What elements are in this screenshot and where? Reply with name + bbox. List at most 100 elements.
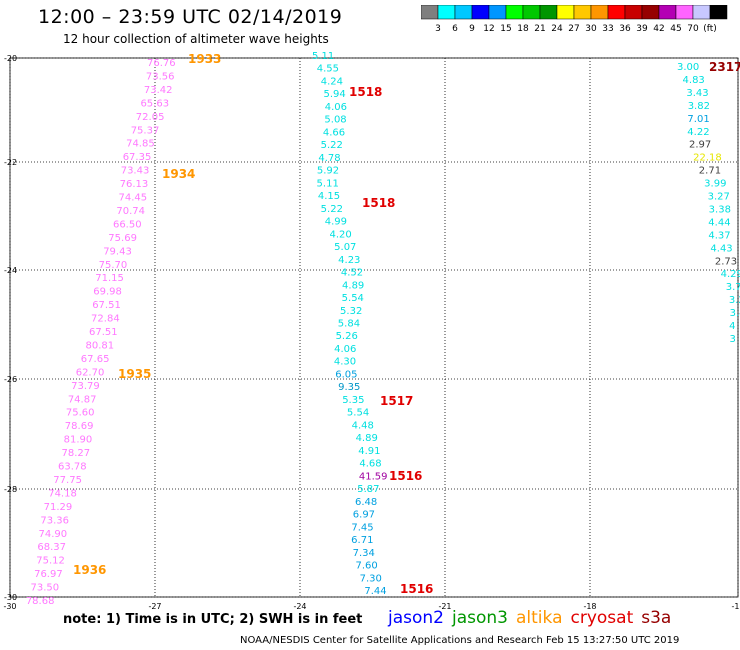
lon-tick-label: -18 [583, 602, 596, 611]
color-tick-label: 6 [452, 24, 458, 33]
wave-height-label: 2.73 [715, 256, 737, 267]
wave-height-label: 3.99 [704, 179, 726, 190]
wave-height-label: 4.83 [683, 75, 705, 86]
wave-height-label: 4.06 [325, 102, 347, 113]
wave-height-label: 74.90 [38, 529, 67, 540]
wave-height-label: 4 [729, 321, 735, 332]
wave-height-label: 68.37 [37, 542, 66, 553]
wave-height-label: 4.78 [318, 153, 340, 164]
wave-height-label: 71.15 [95, 273, 124, 284]
wave-height-label: 78.27 [62, 448, 91, 459]
wave-height-label: 3 [729, 334, 735, 345]
wave-height-label: 5.35 [342, 395, 364, 406]
wave-height-label: 4.68 [359, 459, 381, 470]
wave-height-label: 4.37 [708, 230, 730, 241]
wave-height-label: 4.66 [323, 127, 345, 138]
color-tick-label: 15 [500, 24, 511, 33]
wave-height-label: 78.68 [26, 596, 55, 607]
page-subtitle: 12 hour collection of altimeter wave hei… [63, 32, 329, 46]
page-title: 12:00 – 23:59 UTC 02/14/2019 [38, 6, 343, 28]
lat-tick-label: -22 [4, 158, 17, 167]
color-tick-label: 42 [653, 24, 664, 33]
wave-height-label: 4.55 [317, 64, 339, 75]
legend-entry-jason2: jason2 [388, 608, 444, 628]
wave-height-label: 74.18 [48, 488, 77, 499]
legend-entry-cryosat: cryosat [570, 608, 634, 628]
wave-height-label: 69.98 [93, 287, 122, 298]
wave-height-label: 4.30 [334, 357, 356, 368]
wave-height-label: 72.84 [91, 314, 120, 325]
wave-height-label: 6.97 [353, 510, 375, 521]
wave-height-label: 77.75 [53, 475, 82, 486]
wave-height-label: 5.11 [317, 178, 339, 189]
wave-height-label: 67.51 [89, 327, 118, 338]
wave-height-label: 74.85 [126, 139, 155, 150]
wave-height-label: 2.97 [689, 140, 711, 151]
track-cryosat: 5.11 4.554.24 5.94 4.06 5.084.66 5.22 4.78 5.92… [312, 51, 433, 597]
wave-height-label: 4.99 [325, 217, 347, 228]
wave-height-label: 3.82 [688, 101, 710, 112]
wave-height-label: 6.71 [351, 535, 373, 546]
wave-height-label: 3.4 [730, 308, 740, 319]
pass-time-label: 1518 [362, 196, 395, 210]
wave-height-label: 5.54 [342, 293, 364, 304]
satellite-legend: jason2 jason3 altika cryosat s3a [388, 608, 679, 628]
wave-height-label: 4.89 [356, 433, 378, 444]
units-note: note: 1) Time is in UTC; 2) SWH is in fe… [63, 612, 363, 627]
wave-height-label: 63.78 [58, 462, 87, 473]
color-tick-label: 21 [534, 24, 545, 33]
wave-height-label: 4.43 [710, 243, 732, 254]
wave-height-label: 4.44 [708, 217, 730, 228]
wave-height-label: 5.11 [312, 51, 334, 62]
color-scale-bar: 3 6 9 12 15 18 21 24 27 30 33 36 39 42 45 70 (ft) [421, 5, 728, 33]
pass-time-label: 1934 [162, 167, 195, 181]
wave-height-label: 3.27 [708, 192, 730, 203]
wave-height-label: 7.45 [351, 522, 373, 533]
color-tick-label: 39 [636, 24, 648, 33]
lon-tick-label: -30 [3, 602, 16, 611]
wave-height-label: 3.2 [729, 295, 740, 306]
wave-height-label: 70.74 [116, 206, 145, 217]
wave-height-label: 80.81 [85, 340, 114, 351]
wave-height-label: 4.48 [352, 420, 374, 431]
wave-height-label: 71.29 [44, 502, 73, 513]
wave-height-label: 4.15 [318, 191, 340, 202]
wave-height-label: 4.24 [321, 76, 343, 87]
pass-time-label: 1935 [118, 367, 151, 381]
pass-time-label: 2317 [709, 60, 740, 74]
wave-height-label: 4.29 [721, 269, 740, 280]
lat-tick-label: -24 [4, 266, 17, 275]
wave-height-label: 4.52 [341, 268, 363, 279]
color-tick-label: 70 [687, 24, 699, 33]
wave-height-label: 3.7 [726, 282, 740, 293]
color-tick-label: 12 [483, 24, 494, 33]
wave-height-label: 5.32 [340, 306, 362, 317]
wave-height-label: 81.90 [64, 435, 93, 446]
lat-tick-label: -28 [4, 485, 17, 494]
color-tick-label: 27 [568, 24, 579, 33]
wave-height-label: 4.20 [329, 229, 351, 240]
wave-height-label: 65.63 [140, 98, 169, 109]
wave-height-label: 5.84 [338, 319, 360, 330]
pass-time-label: 1516 [400, 582, 433, 596]
wave-height-label: 72.05 [136, 112, 165, 123]
color-tick-label: (ft) [703, 24, 717, 33]
color-tick-label: 45 [670, 24, 681, 33]
lon-tick-label: -15 [731, 602, 740, 611]
color-tick-label: 9 [469, 24, 475, 33]
wave-height-label: 67.65 [81, 354, 110, 365]
color-swatch [709, 5, 728, 20]
lat-tick-label: -30 [4, 593, 17, 602]
wave-height-label: 6.48 [355, 497, 377, 508]
wave-height-label: 2.71 [699, 166, 721, 177]
wave-height-label: 5.08 [324, 115, 346, 126]
pass-time-label: 1516 [389, 469, 422, 483]
wave-height-label: 5.92 [317, 166, 339, 177]
wave-height-label: 73.79 [71, 381, 100, 392]
wave-height-label: 78.69 [65, 421, 94, 432]
wave-height-label: 79.43 [103, 246, 132, 257]
wave-height-label: 7.60 [356, 561, 378, 572]
wave-height-label: 75.60 [66, 408, 95, 419]
track-right: 3.004.833.433.827.014.222.9722.182.713.9… [677, 60, 740, 345]
